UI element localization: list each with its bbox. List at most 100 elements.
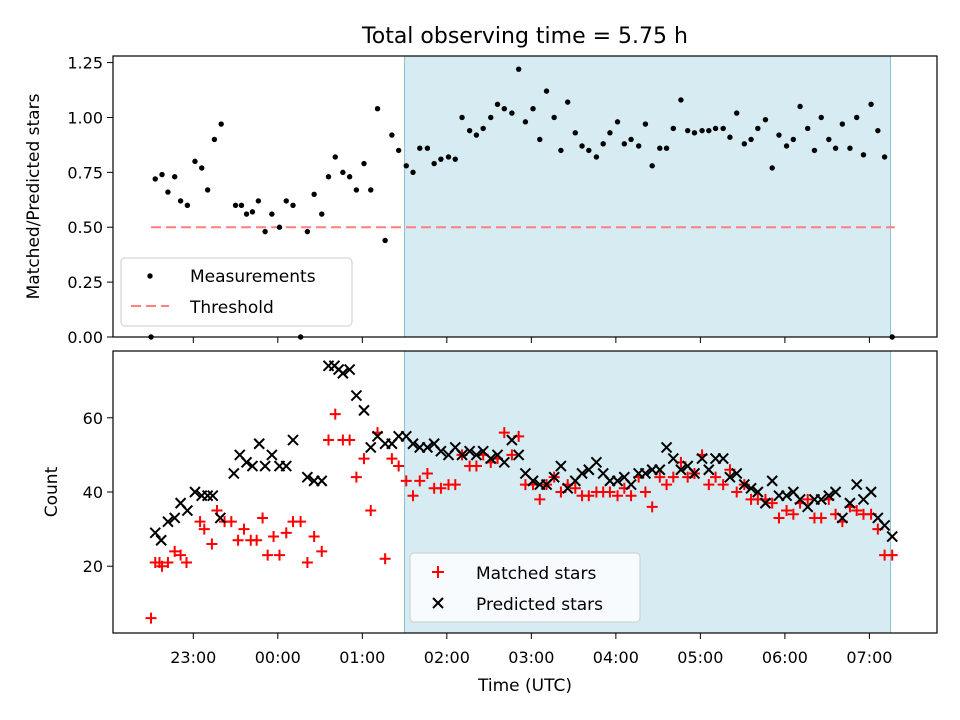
predicted-star-point bbox=[343, 363, 356, 376]
measurement-point bbox=[649, 163, 655, 169]
matched-star-point bbox=[323, 434, 335, 446]
predicted-star-point bbox=[724, 471, 736, 483]
matched-star-point bbox=[225, 516, 237, 528]
predicted-star-point bbox=[851, 478, 863, 491]
legend-box-top bbox=[120, 257, 353, 327]
predicted-star-point bbox=[512, 449, 525, 461]
matched-star-point bbox=[498, 427, 510, 439]
matched-star-point bbox=[232, 534, 244, 546]
matched-star-point bbox=[145, 612, 157, 624]
matched-star-point bbox=[470, 460, 482, 472]
matched-star-point bbox=[257, 512, 269, 524]
measurement-point bbox=[494, 101, 501, 107]
measurement-point bbox=[171, 174, 178, 180]
legend-label-matched: Matched stars bbox=[476, 564, 596, 584]
matched-star-point bbox=[251, 534, 263, 546]
measurement-point bbox=[452, 156, 458, 162]
matched-star-point bbox=[169, 545, 181, 557]
measurement-point bbox=[769, 165, 775, 171]
measurement-point bbox=[712, 125, 719, 132]
measurement-point bbox=[445, 154, 452, 160]
measurement-point bbox=[684, 127, 691, 134]
legend-marker-matched bbox=[432, 566, 444, 578]
measurement-point bbox=[706, 127, 712, 134]
measurement-point bbox=[635, 143, 642, 149]
panel-bottom: 20 40 60 23:00 00:00 01:00 02:00 03:00 04:00 05:… bbox=[42, 350, 938, 696]
measurement-point bbox=[832, 145, 839, 151]
predicted-star-point bbox=[780, 490, 793, 502]
measurement-point bbox=[657, 145, 663, 151]
predicted-star-point bbox=[246, 460, 259, 472]
predicted-star-point bbox=[189, 486, 201, 498]
matched-star-point bbox=[717, 479, 729, 491]
x-tick-label: 06:00 bbox=[762, 648, 808, 667]
y-axis-ticks-top: 0.00 0.25 0.50 0.75 1.00 1.25 bbox=[67, 54, 113, 347]
matched-star-point bbox=[731, 486, 743, 498]
measurement-point bbox=[152, 176, 158, 182]
measurement-point bbox=[804, 125, 811, 132]
x-tick-label: 03:00 bbox=[508, 648, 554, 667]
y-tick-label: 1.25 bbox=[67, 54, 103, 73]
matched-star-point bbox=[273, 549, 285, 561]
measurement-point bbox=[811, 147, 818, 154]
matched-star-point bbox=[787, 508, 799, 520]
measurement-point bbox=[368, 187, 374, 193]
measurement-point bbox=[165, 189, 171, 195]
measurement-point bbox=[537, 136, 543, 143]
predicted-star-point bbox=[611, 475, 624, 487]
matched-star-point bbox=[365, 505, 377, 517]
predicted-star-point bbox=[301, 471, 314, 483]
measurement-point bbox=[826, 136, 832, 143]
measurement-point bbox=[860, 152, 867, 158]
measurement-point bbox=[727, 134, 733, 140]
plot-frame-bottom bbox=[112, 350, 938, 634]
observing-interval-shade bbox=[404, 55, 892, 338]
predicted-star-point bbox=[470, 449, 483, 461]
matched-star-point bbox=[583, 490, 595, 502]
predicted-star-point bbox=[844, 497, 856, 509]
matched-star-point bbox=[421, 467, 433, 479]
matched-star-point bbox=[379, 553, 391, 565]
measurement-point bbox=[473, 132, 480, 138]
measurement-point bbox=[881, 154, 888, 160]
measurement-point bbox=[403, 163, 409, 169]
matched-star-point bbox=[386, 453, 398, 465]
matched-star-point bbox=[262, 549, 274, 561]
predicted-star-point bbox=[485, 452, 497, 465]
measurement-point bbox=[839, 121, 846, 127]
measurement-point bbox=[488, 114, 494, 121]
matched-star-point bbox=[661, 479, 673, 491]
measurement-point bbox=[678, 97, 684, 103]
y-tick-label: 60 bbox=[83, 409, 103, 428]
y-tick-label: 0.75 bbox=[67, 163, 103, 182]
predicted-star-point bbox=[688, 467, 701, 480]
measurement-point bbox=[255, 198, 262, 204]
predicted-star-point bbox=[759, 497, 772, 509]
matched-star-point bbox=[407, 490, 419, 502]
matched-star-point bbox=[350, 471, 362, 483]
measurement-point bbox=[262, 228, 268, 235]
matched-star-point bbox=[612, 490, 624, 502]
predicted-star-point bbox=[463, 445, 476, 457]
predicted-star-point bbox=[358, 404, 370, 417]
panel-top: 0.00 0.25 0.50 0.75 1.00 1.25 Matched/Predict… bbox=[24, 54, 938, 347]
measurement-point bbox=[579, 143, 585, 149]
predicted-star-point bbox=[696, 452, 708, 465]
matched-star-point bbox=[238, 523, 250, 535]
measurement-point bbox=[600, 141, 606, 147]
measurement-point bbox=[438, 156, 444, 162]
matched-star-point bbox=[569, 482, 581, 494]
predicted-star-point bbox=[456, 449, 468, 461]
matched-star-point bbox=[435, 482, 447, 494]
matched-star-point bbox=[773, 512, 785, 524]
measurement-point bbox=[558, 147, 564, 154]
measurement-point bbox=[410, 169, 416, 176]
matched-star-point bbox=[802, 493, 814, 505]
matched-star-point bbox=[506, 449, 518, 461]
measurement-point bbox=[417, 145, 423, 151]
matched-star-point bbox=[667, 471, 679, 483]
measurement-point bbox=[614, 119, 621, 125]
legend-marker-measurements bbox=[147, 273, 153, 279]
matched-star-point bbox=[198, 523, 210, 535]
predicted-star-point bbox=[228, 467, 240, 480]
